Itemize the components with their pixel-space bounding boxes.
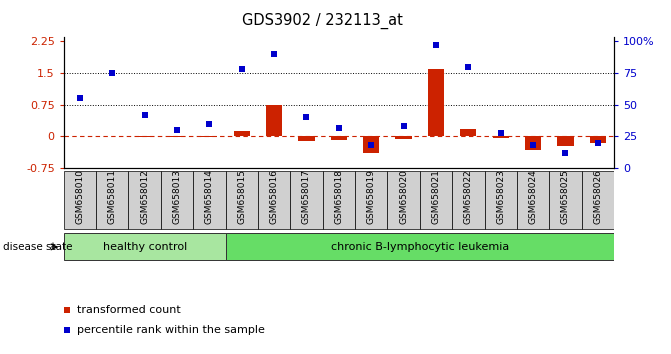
Text: disease state: disease state xyxy=(3,242,73,252)
Bar xyxy=(137,136,153,137)
Bar xyxy=(331,136,347,140)
FancyBboxPatch shape xyxy=(225,233,614,261)
Bar xyxy=(460,129,476,136)
Bar xyxy=(395,136,412,138)
Bar xyxy=(493,136,509,138)
Text: GSM658015: GSM658015 xyxy=(238,169,246,224)
FancyBboxPatch shape xyxy=(96,171,128,229)
Bar xyxy=(299,136,315,141)
Text: GSM658023: GSM658023 xyxy=(496,169,505,224)
Text: GSM658018: GSM658018 xyxy=(334,169,344,224)
FancyBboxPatch shape xyxy=(258,171,291,229)
Text: GSM658017: GSM658017 xyxy=(302,169,311,224)
Text: GSM658021: GSM658021 xyxy=(431,169,440,224)
Text: GSM658012: GSM658012 xyxy=(140,169,149,224)
Text: transformed count: transformed count xyxy=(77,305,181,315)
Bar xyxy=(234,131,250,136)
FancyBboxPatch shape xyxy=(582,171,614,229)
FancyBboxPatch shape xyxy=(64,233,225,261)
FancyBboxPatch shape xyxy=(64,171,96,229)
Bar xyxy=(428,69,444,136)
FancyBboxPatch shape xyxy=(517,171,550,229)
FancyBboxPatch shape xyxy=(387,171,420,229)
Text: GSM658016: GSM658016 xyxy=(270,169,278,224)
FancyBboxPatch shape xyxy=(128,171,161,229)
Bar xyxy=(525,136,541,150)
Text: GSM658013: GSM658013 xyxy=(172,169,182,224)
Text: percentile rank within the sample: percentile rank within the sample xyxy=(77,325,265,336)
Text: healthy control: healthy control xyxy=(103,242,187,252)
Text: GSM658025: GSM658025 xyxy=(561,169,570,224)
Text: GSM658020: GSM658020 xyxy=(399,169,408,224)
FancyBboxPatch shape xyxy=(323,171,355,229)
Bar xyxy=(590,136,606,143)
FancyBboxPatch shape xyxy=(452,171,484,229)
FancyBboxPatch shape xyxy=(225,171,258,229)
Bar xyxy=(169,136,185,137)
FancyBboxPatch shape xyxy=(420,171,452,229)
Bar xyxy=(558,136,574,146)
Text: GSM658022: GSM658022 xyxy=(464,170,473,224)
Text: GSM658011: GSM658011 xyxy=(108,169,117,224)
Bar xyxy=(266,105,282,136)
Text: GDS3902 / 232113_at: GDS3902 / 232113_at xyxy=(242,12,403,29)
Text: GSM658026: GSM658026 xyxy=(593,169,603,224)
Text: GSM658014: GSM658014 xyxy=(205,169,214,224)
FancyBboxPatch shape xyxy=(193,171,225,229)
FancyBboxPatch shape xyxy=(291,171,323,229)
Bar xyxy=(363,136,379,153)
Text: GSM658019: GSM658019 xyxy=(367,169,376,224)
Bar xyxy=(201,136,217,137)
FancyBboxPatch shape xyxy=(355,171,387,229)
Text: GSM658024: GSM658024 xyxy=(529,170,537,224)
FancyBboxPatch shape xyxy=(161,171,193,229)
Text: chronic B-lymphocytic leukemia: chronic B-lymphocytic leukemia xyxy=(331,242,509,252)
FancyBboxPatch shape xyxy=(484,171,517,229)
Text: GSM658010: GSM658010 xyxy=(75,169,85,224)
FancyBboxPatch shape xyxy=(550,171,582,229)
